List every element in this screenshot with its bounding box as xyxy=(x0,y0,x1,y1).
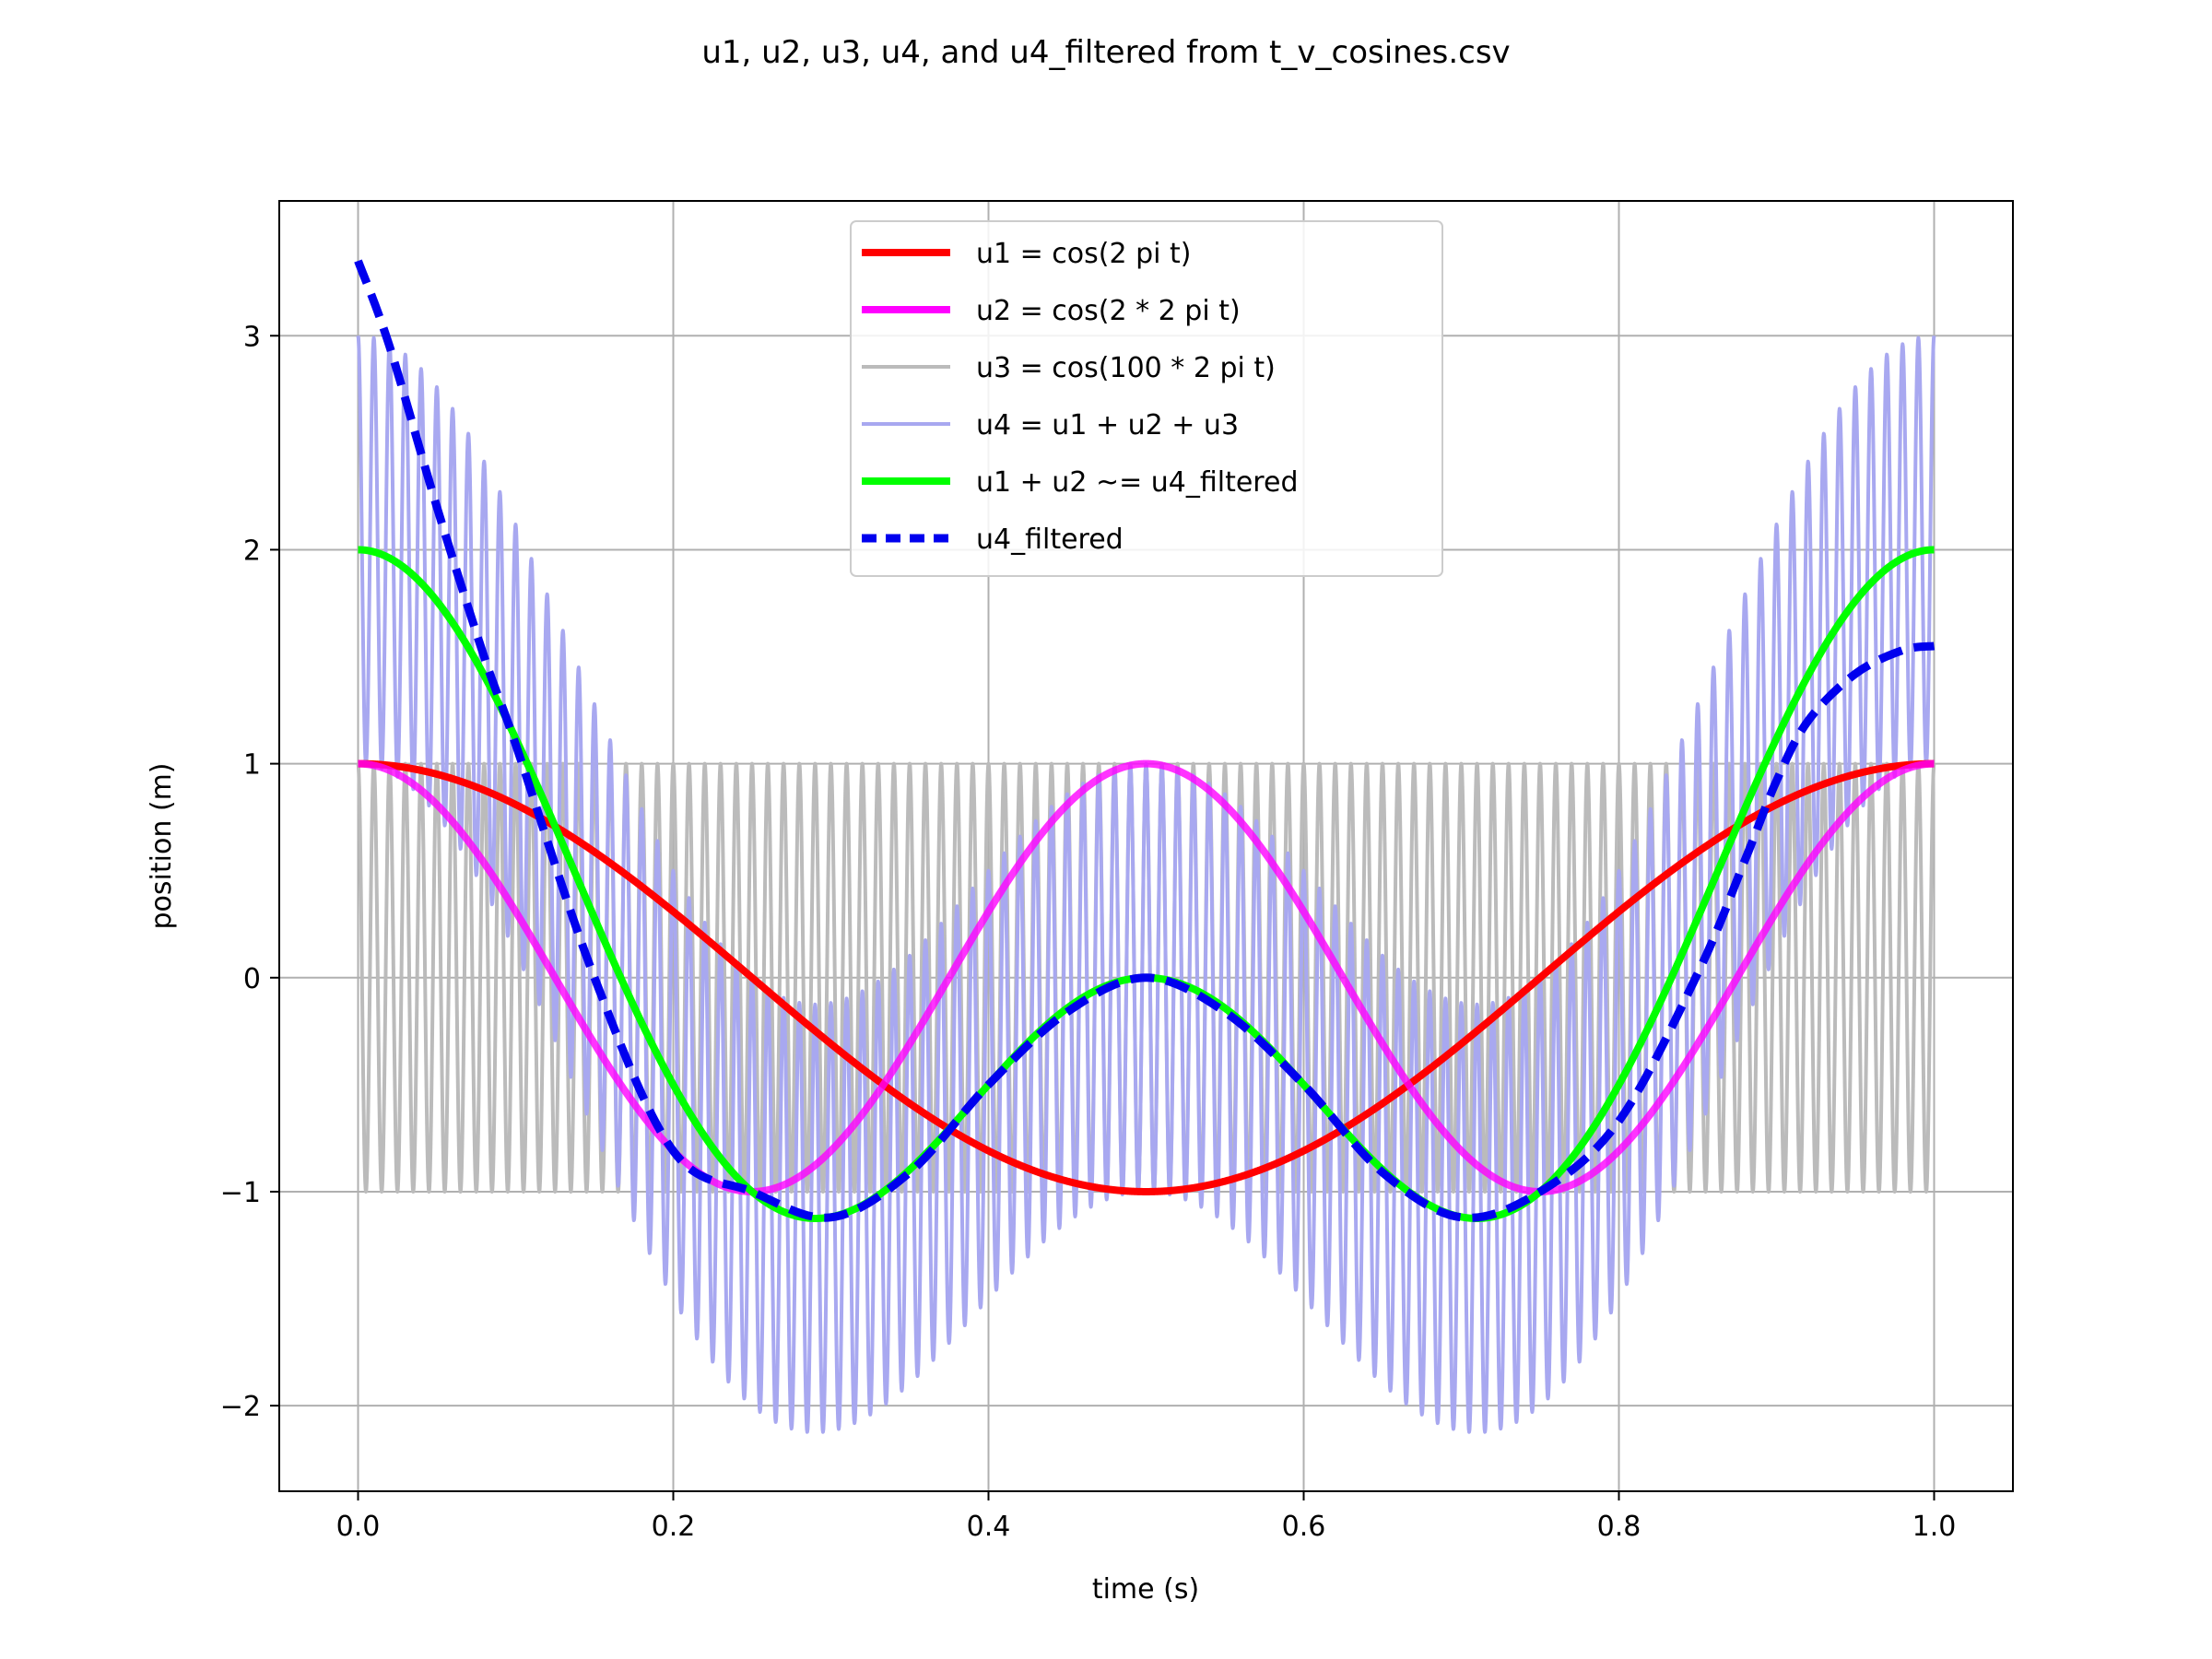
series-line-filtered xyxy=(354,259,1936,1222)
x-axis-label: time (s) xyxy=(1092,1573,1199,1606)
x-tick-label: 0.4 xyxy=(967,1511,1011,1543)
legend-label-u1: u1 = cos(2 pi t) xyxy=(976,238,1192,270)
plot-area xyxy=(354,259,1938,1434)
series-line-u1 xyxy=(354,759,1938,1195)
legend-label-sum12: u1 + u2 ~= u4_filtered xyxy=(976,466,1298,499)
y-tick-label: 1 xyxy=(243,749,261,782)
legend-label-u4: u4 = u1 + u2 + u3 xyxy=(976,409,1239,441)
legend-label-u3: u3 = cos(100 * 2 pi t) xyxy=(976,352,1276,384)
plot-frame xyxy=(278,200,2014,1492)
y-axis: −2 −1 0 1 2 3 xyxy=(220,321,279,1423)
x-tick-label: 0.6 xyxy=(1282,1511,1326,1543)
x-tick-label: 0.2 xyxy=(652,1511,696,1543)
y-tick-label: −2 xyxy=(220,1391,261,1423)
legend-label-filtered: u4_filtered xyxy=(976,524,1124,556)
y-tick-label: −1 xyxy=(220,1177,261,1209)
legend-box xyxy=(850,220,1443,577)
x-tick-label: 0.0 xyxy=(336,1511,381,1543)
y-axis-label: position (m) xyxy=(146,763,178,930)
y-tick-label: 2 xyxy=(243,535,261,567)
chart-title: u1, u2, u3, u4, and u4_filtered from t_v… xyxy=(701,34,1510,71)
legend: u1 = cos(2 pi t) u2 = cos(2 * 2 pi t) u3 =… xyxy=(850,220,1443,577)
x-tick-label: 1.0 xyxy=(1912,1511,1957,1543)
x-tick-label: 0.8 xyxy=(1597,1511,1641,1543)
series-line-u2 xyxy=(354,759,1938,1195)
legend-label-u2: u2 = cos(2 * 2 pi t) xyxy=(976,295,1241,327)
x-axis: 0.0 0.2 0.4 0.6 0.8 1.0 xyxy=(336,1491,1957,1543)
series-line-sum12 xyxy=(354,546,1938,1222)
y-tick-label: 0 xyxy=(243,963,261,995)
y-tick-label: 3 xyxy=(243,321,261,353)
